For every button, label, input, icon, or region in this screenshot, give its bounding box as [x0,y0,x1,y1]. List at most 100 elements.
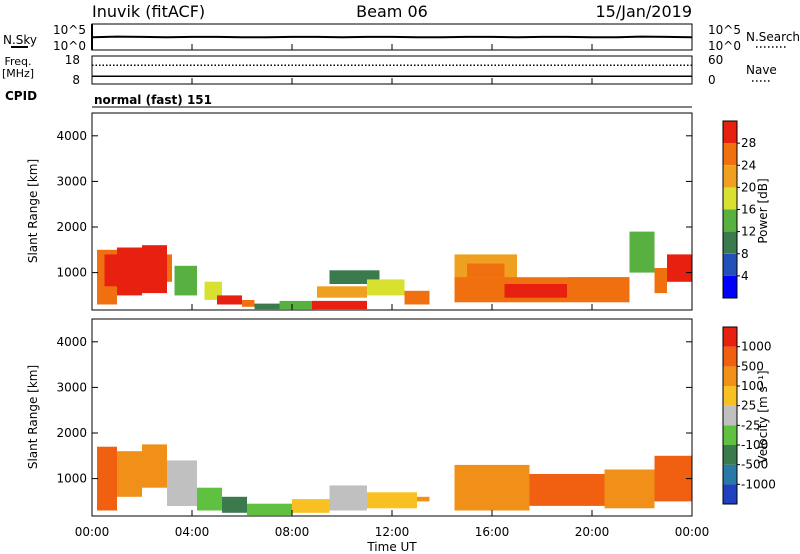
power-colorbar-tick-label: 4 [741,269,749,283]
velocity-heatmap [97,444,692,516]
power-cell [279,300,317,310]
velocity-colorbar-segment [723,484,737,504]
velocity-cell [654,455,692,502]
power-cell [667,254,692,282]
velocity-colorbar-segment [723,327,737,347]
power-cell [204,281,222,300]
power-heatmap [97,231,692,310]
power-y-ticks: 1000 2000 3000 4000 [56,129,692,280]
power-colorbar-tick-label: 24 [741,158,756,172]
velocity-cell [417,496,430,502]
power-colorbar-tick-label: 8 [741,247,749,261]
noise-panel-left-label: N.Sky [3,33,37,47]
power-cell [167,254,172,282]
velocity-ytick-label: 4000 [56,335,87,349]
power-colorbar-tick-label: 20 [741,180,756,194]
power-cell [567,277,630,296]
velocity-cell [142,444,167,488]
noise-right-tick-top: 10^5 [708,23,741,37]
power-colorbar-segment [723,231,737,254]
power-cell [142,245,167,294]
velocity-colorbar-frame [722,326,738,505]
velocity-colorbar-tick-label: -1000 [741,477,776,491]
noise-left-tick-bottom: 10^0 [53,39,86,53]
frequency-right-tick-top: 60 [708,53,723,67]
velocity-cell [529,474,605,506]
velocity-y-axis-label: Slant Range [km] [26,365,40,469]
cpid-program: normal (fast) 151 [94,93,212,107]
power-cell [404,290,430,305]
velocity-cell [292,499,330,513]
velocity-colorbar-segment [723,366,737,386]
power-colorbar: 4 8 12 16 20 24 28 [722,120,756,299]
velocity-colorbar-segment [723,445,737,465]
power-ytick-label: 1000 [56,266,87,280]
power-ytick-label: 3000 [56,174,87,188]
x-tick-label: 04:00 [175,525,210,539]
frequency-series-group [92,64,692,77]
velocity-colorbar-segment [723,386,737,406]
velocity-y-ticks: 1000 2000 3000 4000 [56,335,692,486]
power-cell [254,303,280,310]
power-colorbar-segment [723,143,737,166]
velocity-cell [367,492,417,509]
power-colorbar-segment [723,253,737,276]
x-tick-label: 08:00 [275,525,310,539]
velocity-colorbar-segment [723,425,737,445]
velocity-colorbar-label: Velocity [m s⁻¹] [756,370,770,463]
velocity-colorbar: 1000 500 100 25 -25 -100 -500 -1000 [722,326,776,505]
noise-sky-series [91,35,693,39]
power-colorbar-segment [723,187,737,210]
frequency-left-tick-top: 18 [65,53,80,67]
velocity-colorbar-tick-label: 500 [741,359,764,373]
power-colorbar-segment [723,121,737,144]
velocity-colorbar-segment [723,464,737,485]
power-cell [217,295,242,305]
velocity-colorbar-tick-label: 100 [741,379,764,393]
velocity-colorbar-tick-label: -25 [741,418,761,432]
power-colorbar-tick-label: 12 [741,225,756,239]
x-axis-label: Time UT [366,540,417,554]
velocity-colorbar-segment [723,346,737,367]
power-cell [467,263,505,278]
power-cell [174,265,197,296]
power-colorbar-segment [723,209,737,232]
power-cell [654,268,667,294]
power-ytick-label: 2000 [56,220,87,234]
power-cell [629,231,655,273]
frequency-panel-left-unit: [MHz] [2,67,34,80]
velocity-colorbar-segment [723,405,737,426]
velocity-ytick-label: 1000 [56,472,87,486]
power-cell [312,300,367,310]
velocity-colorbar-tick-label: -500 [741,458,768,472]
x-tick-label: 00:00 [675,525,710,539]
power-colorbar-segment [723,275,737,298]
velocity-cell [167,460,197,506]
velocity-cell [197,487,222,511]
velocity-cell [222,496,247,513]
velocity-colorbar-tick-label: 25 [741,399,756,413]
power-cell [117,247,142,296]
title-center: Beam 06 [356,2,428,21]
x-tick-label: 16:00 [475,525,510,539]
power-cell [367,279,405,296]
x-tick-label: 00:00 [75,525,110,539]
power-colorbar-label: Power [dB] [756,178,770,243]
power-cell [317,286,367,298]
noise-panel-right-label: N.Search [746,30,800,44]
title-left: Inuvik (fitACF) [92,2,205,21]
velocity-cell [97,446,117,511]
x-axis-ticks: 00:00 04:00 08:00 12:00 16:00 20:00 00:00 [75,44,710,539]
velocity-cell [329,485,367,511]
cpid-label: CPID [5,89,37,103]
power-colorbar-tick-label: 28 [741,136,756,150]
x-tick-label: 12:00 [375,525,410,539]
power-ytick-label: 4000 [56,129,87,143]
velocity-cell [247,503,292,516]
power-y-axis-label: Slant Range [km] [26,159,40,263]
title-right: 15/Jan/2019 [595,2,692,21]
frequency-panel-right-label: Nave [746,63,777,77]
power-colorbar-tick-label: 16 [741,203,756,217]
velocity-cell [604,469,655,509]
